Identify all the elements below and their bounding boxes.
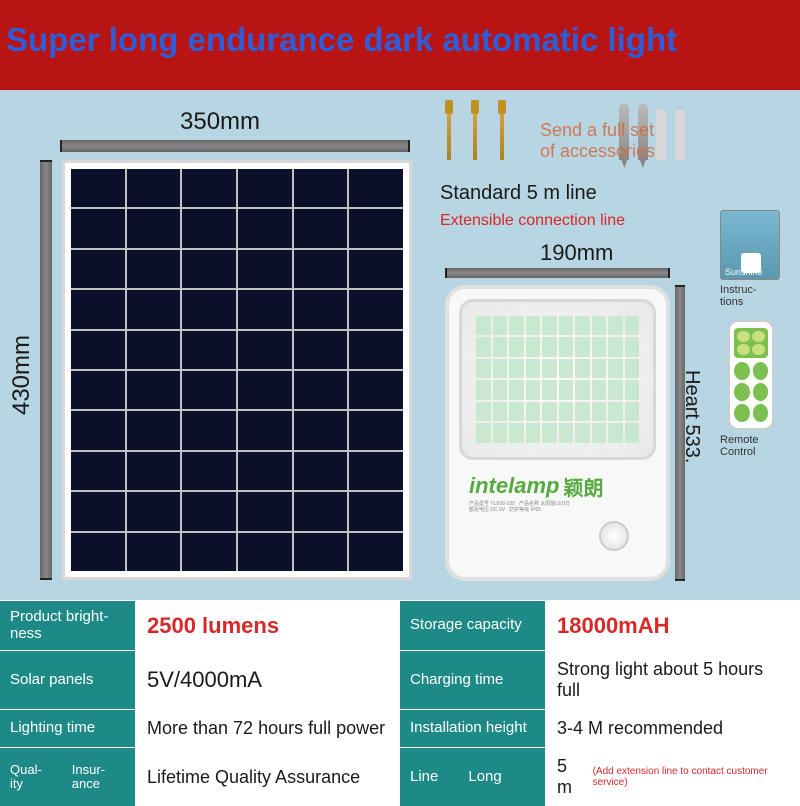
spec-row: Solar panels5V/4000mACharging timeStrong… [0,650,800,709]
brand-name: intelamp [469,473,559,499]
lamp-dimension-bar-right [675,285,685,581]
spec-label: Storage capacity [400,601,545,650]
lamp-led-panel [459,299,656,460]
spec-value: More than 72 hours full power [135,710,400,747]
solar-panel-graphic [62,160,412,580]
title-banner: Super long endurance dark automatic ligh… [0,0,800,90]
bolt-icon [440,100,458,160]
solar-cell-grid [71,169,403,571]
bolt-icon [493,100,511,160]
standard-line-label: Standard 5 m line [440,182,597,205]
spec-label: Qual-ityInsur-ance [0,748,135,806]
spec-value: Lifetime Quality Assurance [135,748,400,806]
spec-label: Charging time [400,651,545,709]
product-diagram-area: 350mm 430mm Send a full setof accessorie… [0,90,800,600]
brand-name-cn: 颖朗 [563,472,603,501]
spec-row: Qual-ityInsur-anceLifetime Quality Assur… [0,747,800,806]
spec-value: 5 m(Add extension line to contact custom… [545,748,800,806]
spec-label: Solar panels [0,651,135,709]
spec-label: LineLong [400,748,545,806]
lamp-sensor-icon [599,521,629,551]
lamp-brand-row: intelamp 颖朗 [459,472,656,501]
instructions-thumbnail: Sunshine [720,210,780,280]
dimension-bar-left [40,160,52,580]
spec-label: Lighting time [0,710,135,747]
spec-row: Product bright-ness2500 lumensStorage ca… [0,600,800,650]
spec-row: Lighting timeMore than 72 hours full pow… [0,709,800,747]
lamp-width-dimension: 190mm [540,240,613,266]
spec-value: 5V/4000mA [135,651,400,709]
spec-label: Installation height [400,710,545,747]
spec-label: Product bright-ness [0,601,135,650]
extensible-line-label: Extensible connection line [440,212,625,230]
panel-height-dimension: 430mm [8,335,36,415]
plug-icon [675,110,685,160]
dimension-bar-top [60,140,410,152]
side-thumbnails: Sunshine Instruc-tions RemoteControl [720,210,790,470]
led-grid [476,316,639,443]
lamp-dimension-bar-top [445,268,670,278]
panel-width-dimension: 350mm [180,108,260,136]
lamp-graphic: intelamp 颖朗 产品型号 YL008-100 产品名称 太阳能LED灯额… [445,285,670,581]
spec-value: 2500 lumens [135,601,400,650]
banner-text: Super long endurance dark automatic ligh… [6,21,677,59]
spec-value: Strong light about 5 hours full [545,651,800,709]
remote-label: RemoteControl [720,434,790,458]
instructions-label: Instruc-tions [720,284,790,308]
remote-top-buttons [734,328,768,358]
specifications-table: Product bright-ness2500 lumensStorage ca… [0,600,800,800]
spec-value: 3-4 M recommended [545,710,800,747]
remote-control-graphic [728,320,774,430]
spec-value: 18000mAH [545,601,800,650]
bolt-icon [466,100,484,160]
remote-mid-buttons [734,362,768,422]
plug-icon [656,110,666,160]
accessories-label: Send a full setof accessories [540,120,655,162]
lamp-fine-print: 产品型号 YL008-100 产品名称 太阳能LED灯额定电压 DC 5V 防护… [459,501,656,513]
